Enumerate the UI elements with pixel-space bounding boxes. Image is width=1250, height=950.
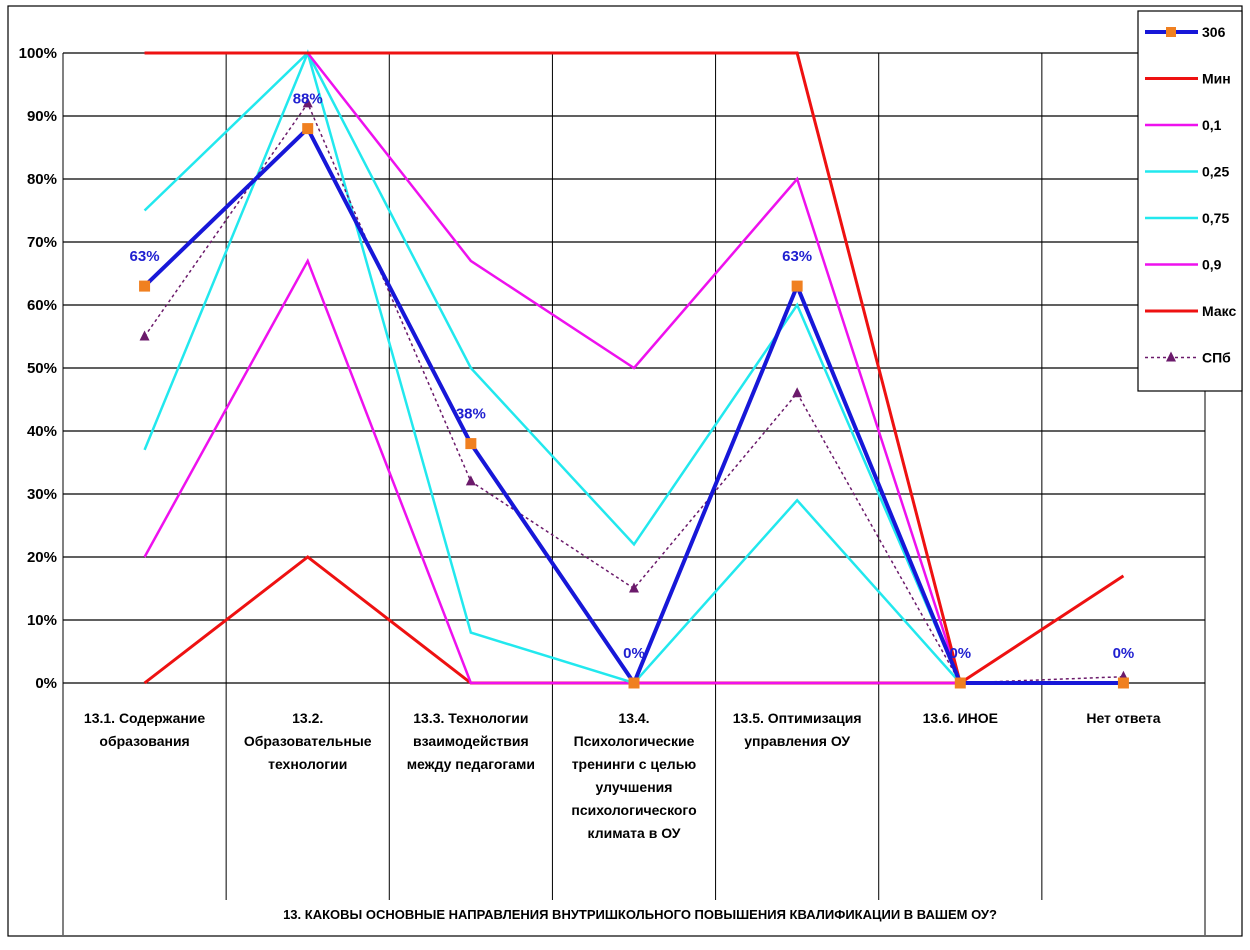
- data-point-306: [1117, 677, 1129, 689]
- data-label: 0%: [623, 645, 645, 662]
- y-tick-label: 20%: [27, 549, 57, 566]
- chart-title: 13. КАКОВЫ ОСНОВНЫЕ НАПРАВЛЕНИЯ ВНУТРИШК…: [283, 907, 997, 922]
- x-tick-label: Нет ответа: [1086, 710, 1160, 726]
- data-label: 38%: [456, 406, 486, 423]
- legend-label: Мин: [1202, 71, 1231, 87]
- y-tick-label: 80%: [27, 171, 57, 188]
- x-tick-label: 13.5. Оптимизация управления ОУ: [733, 710, 862, 749]
- data-label: 63%: [782, 248, 812, 265]
- x-tick-label: 13.2. Образовательные технологии: [244, 710, 372, 772]
- data-label: 0%: [949, 645, 971, 662]
- legend-box: [1137, 10, 1243, 392]
- legend-marker: [1166, 27, 1176, 37]
- legend-marker: [1166, 351, 1176, 362]
- data-point-СПб: [792, 387, 803, 398]
- data-point-СПб: [465, 475, 476, 486]
- y-tick-label: 90%: [27, 108, 57, 125]
- data-label: 0%: [1113, 645, 1135, 662]
- y-tick-label: 0%: [35, 675, 57, 692]
- legend-label: 0,9: [1202, 257, 1222, 273]
- y-tick-label: 60%: [27, 297, 57, 314]
- data-point-306: [465, 438, 477, 450]
- data-point-306: [954, 677, 966, 689]
- data-label: 63%: [130, 248, 160, 265]
- legend-label: Макс: [1202, 303, 1236, 319]
- chart-frame: [7, 5, 1243, 937]
- data-label: 88%: [293, 91, 323, 108]
- data-point-306: [628, 677, 640, 689]
- legend-label: 306: [1202, 24, 1226, 40]
- y-tick-label: 70%: [27, 234, 57, 251]
- x-tick-label: 13.4. Психологические тренинги с целью улуч…: [571, 710, 696, 841]
- y-tick-label: 100%: [19, 45, 57, 62]
- data-point-СПб: [629, 582, 639, 593]
- y-tick-label: 40%: [27, 423, 57, 440]
- x-tick-label: 13.6. ИНОЕ: [923, 710, 998, 726]
- legend-label: 0,75: [1202, 210, 1229, 226]
- data-point-306: [139, 280, 151, 292]
- x-tick-label: 13.1. Содержание образования: [84, 710, 205, 749]
- y-tick-label: 50%: [27, 360, 57, 377]
- data-point-306: [791, 280, 803, 292]
- data-point-СПб: [139, 330, 150, 341]
- legend-label: СПб: [1202, 350, 1231, 366]
- legend-label: 0,1: [1202, 117, 1222, 133]
- x-tick-label: 13.3. Технологии взаимодействия между педа…: [407, 710, 535, 772]
- legend-label: 0,25: [1202, 164, 1229, 180]
- data-point-306: [302, 123, 314, 135]
- y-tick-label: 10%: [27, 612, 57, 629]
- y-tick-label: 30%: [27, 486, 57, 503]
- data-point-СПб: [302, 97, 313, 108]
